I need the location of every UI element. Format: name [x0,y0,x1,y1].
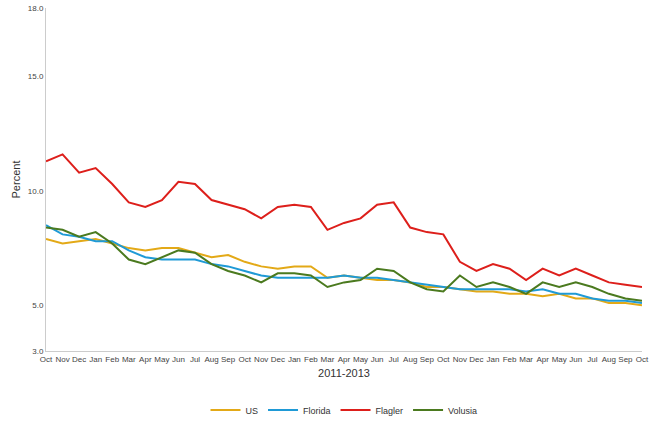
svg-text:Jan: Jan [288,355,301,364]
svg-text:Apr: Apr [536,355,549,364]
svg-text:May: May [154,355,169,364]
svg-text:15.0: 15.0 [28,72,44,81]
svg-text:Jul: Jul [389,355,399,364]
svg-text:Dec: Dec [469,355,483,364]
svg-text:3.0: 3.0 [32,347,44,356]
svg-text:Dec: Dec [271,355,285,364]
svg-text:Apr: Apr [139,355,152,364]
svg-text:Nov: Nov [254,355,268,364]
svg-text:5.0: 5.0 [32,301,44,310]
svg-text:Oct: Oct [238,355,251,364]
svg-text:Mar: Mar [122,355,136,364]
svg-text:Oct: Oct [437,355,450,364]
svg-text:Jun: Jun [371,355,384,364]
svg-text:Feb: Feb [105,355,119,364]
svg-text:Jul: Jul [587,355,597,364]
svg-text:Aug: Aug [204,355,218,364]
svg-text:Mar: Mar [519,355,533,364]
svg-text:Sep: Sep [420,355,435,364]
svg-text:Feb: Feb [503,355,517,364]
svg-text:Oct: Oct [636,355,649,364]
svg-text:Dec: Dec [72,355,86,364]
svg-text:US: US [246,406,259,416]
svg-text:Volusia: Volusia [448,406,477,416]
svg-text:Jul: Jul [190,355,200,364]
svg-text:Oct: Oct [40,355,53,364]
svg-text:Sep: Sep [618,355,633,364]
svg-text:May: May [552,355,567,364]
svg-text:Flagler: Flagler [376,406,404,416]
svg-text:18.0: 18.0 [28,4,44,13]
svg-text:Aug: Aug [602,355,616,364]
svg-text:2011-2013: 2011-2013 [318,367,370,379]
svg-text:Florida: Florida [303,406,331,416]
svg-text:Mar: Mar [321,355,335,364]
svg-text:Nov: Nov [453,355,467,364]
svg-text:Jun: Jun [172,355,185,364]
svg-text:Jan: Jan [487,355,500,364]
svg-text:Nov: Nov [55,355,69,364]
svg-text:Apr: Apr [338,355,351,364]
svg-text:Feb: Feb [304,355,318,364]
svg-text:Jun: Jun [569,355,582,364]
svg-text:Jan: Jan [89,355,102,364]
svg-text:Aug: Aug [403,355,417,364]
svg-text:Percent: Percent [10,161,22,199]
svg-text:May: May [353,355,368,364]
svg-text:10.0: 10.0 [28,187,44,196]
svg-text:Sep: Sep [221,355,236,364]
